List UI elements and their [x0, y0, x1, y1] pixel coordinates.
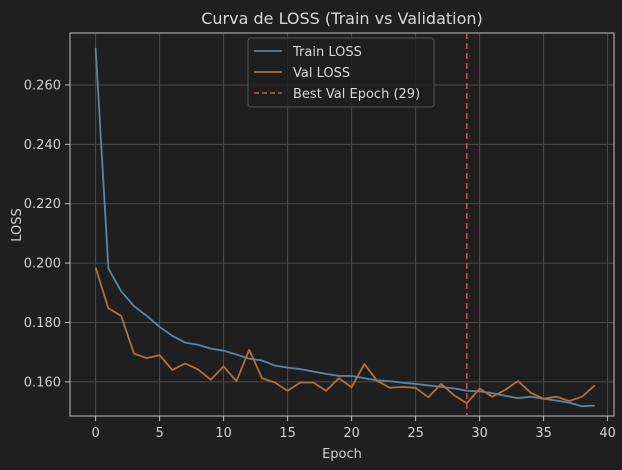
- legend-label-train: Train LOSS: [292, 45, 362, 60]
- y-tick-label: 0.180: [24, 316, 61, 331]
- y-tick-label: 0.260: [24, 78, 61, 93]
- legend-box: [247, 37, 435, 108]
- y-tick-label: 0.160: [24, 375, 61, 390]
- chart-title: Curva de LOSS (Train vs Validation): [201, 9, 483, 28]
- x-tick-label: 20: [343, 426, 360, 441]
- x-tick-label: 5: [155, 426, 163, 441]
- x-tick-label: 35: [535, 426, 552, 441]
- x-ticks: 0 5 10 15 20 25 30 35 40: [91, 416, 616, 441]
- x-tick-label: 10: [215, 426, 232, 441]
- x-tick-label: 30: [471, 426, 488, 441]
- val-loss-line: [94, 267, 596, 405]
- x-tick-label: 40: [599, 426, 616, 441]
- plot-area: [69, 32, 615, 417]
- x-tick-label: 15: [279, 426, 296, 441]
- legend-label-best: Best Val Epoch (29): [293, 87, 420, 102]
- y-tick-label: 0.240: [24, 138, 61, 153]
- y-axis-label: LOSS: [10, 208, 25, 242]
- y-tick-label: 0.220: [24, 197, 61, 212]
- legend-label-val: Val LOSS: [293, 66, 350, 81]
- series-lines: [94, 33, 596, 416]
- legend: Train LOSS Val LOSS Best Val Epoch (29): [247, 37, 435, 108]
- x-axis-label: Epoch: [322, 447, 362, 462]
- y-tick-label: 0.200: [24, 257, 61, 272]
- x-tick-label: 25: [407, 426, 424, 441]
- x-tick-label: 0: [91, 426, 99, 441]
- y-ticks: 0.160 0.180 0.200 0.220 0.240 0.260: [24, 78, 70, 390]
- train-loss-line: [94, 47, 595, 408]
